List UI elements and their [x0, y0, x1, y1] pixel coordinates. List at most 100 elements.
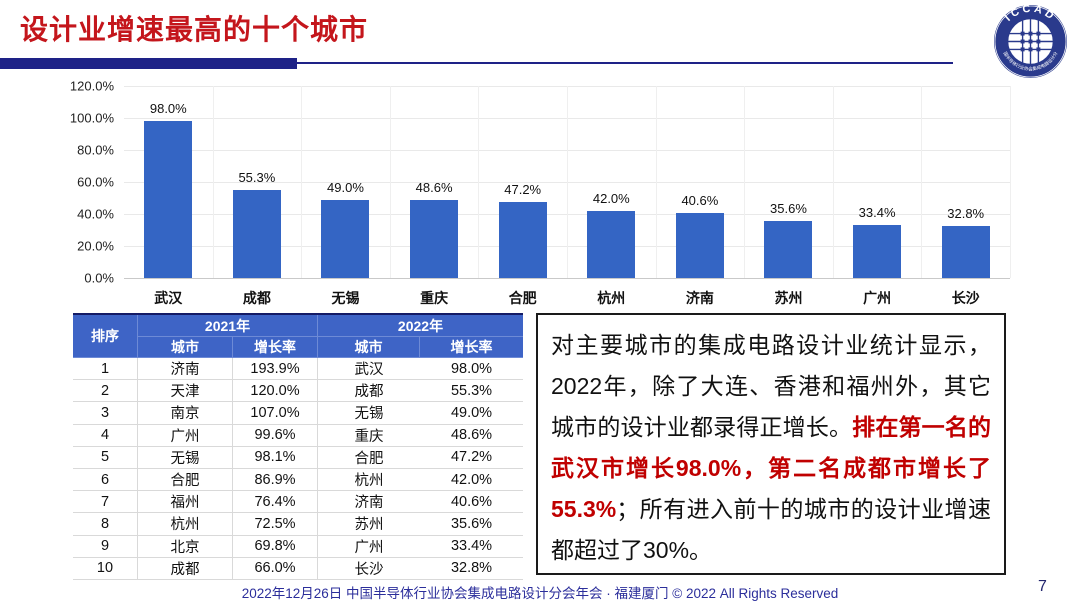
table-cell-growth-2021: 86.9%: [233, 468, 318, 492]
table-cell-growth-2021: 66.0%: [233, 557, 318, 580]
gridline-vertical: [744, 86, 746, 278]
table-cell-rank: 1: [73, 358, 138, 381]
table-header-city-2021: 城市: [138, 337, 233, 358]
iccad-logo-icon: ICCAD 中国半导体行业协会集成电路设计分会: [993, 4, 1068, 79]
table-cell-city-2021: 杭州: [138, 513, 233, 536]
chart-x-axis: 武汉 成都 无锡 重庆 合肥 杭州 济南 苏州 广州 长沙: [124, 288, 1010, 308]
table-cell-city-2021: 济南: [138, 358, 233, 381]
gridline-horizontal: [124, 278, 1010, 279]
bar: [853, 224, 902, 278]
bar: [144, 121, 193, 278]
bar: [232, 189, 281, 278]
table-cell-city-2022: 无锡: [318, 402, 420, 425]
table-cell-growth-2022: 47.2%: [420, 446, 523, 469]
table-header-city-2022: 城市: [318, 337, 420, 358]
table-cell-growth-2022: 32.8%: [420, 557, 523, 580]
table-cell-growth-2021: 120.0%: [233, 380, 318, 403]
x-category-label: 杭州: [597, 290, 626, 306]
page-number: 7: [1038, 578, 1047, 595]
y-tick-label: 0.0%: [84, 270, 114, 286]
table-cell-growth-2022: 55.3%: [420, 380, 523, 403]
gridline-vertical: [1010, 86, 1011, 278]
table-cell-city-2021: 无锡: [138, 446, 233, 469]
gridline-vertical: [389, 86, 391, 278]
gridline-vertical: [832, 86, 834, 278]
x-category-label: 成都: [242, 290, 271, 306]
table-cell-growth-2021: 76.4%: [233, 491, 318, 514]
table-cell-city-2022: 苏州: [318, 513, 420, 536]
table-cell-city-2022: 合肥: [318, 446, 420, 469]
bar-value-label: 98.0%: [149, 101, 187, 117]
commentary-text: ；所有进入前十的城市的设计业增速都超过了30%。: [551, 496, 991, 563]
gridline-vertical: [478, 86, 480, 278]
table-cell-growth-2022: 35.6%: [420, 513, 523, 536]
title-underline-thick: [0, 58, 297, 69]
bar-group-济南: 40.6%: [656, 86, 745, 278]
gridline-vertical: [921, 86, 923, 278]
table-cell-growth-2022: 42.0%: [420, 468, 523, 492]
table-header-2022: 2022年: [318, 315, 523, 337]
growth-bar-chart: 120.0% 100.0% 80.0% 60.0% 40.0% 20.0% 0.0% 98.…: [62, 76, 1011, 308]
table-header-rank: 排序: [73, 315, 138, 358]
table-cell-rank: 8: [73, 513, 138, 536]
title-underline-thin: [297, 62, 953, 64]
bar: [321, 199, 370, 278]
gridline-vertical: [655, 86, 657, 278]
chart-plot-area: 98.0% 55.3% 49.0% 48.6% 47.2% 42.0% 40.6% 35.6%…: [124, 86, 1011, 279]
bar-group-长沙: 32.8%: [921, 86, 1010, 278]
commentary-textbox: 对主要城市的集成电路设计业统计显示，2022年，除了大连、香港和福州外，其它城市…: [536, 313, 1006, 575]
table-cell-city-2021: 广州: [138, 424, 233, 447]
bar-value-label: 42.0%: [592, 190, 630, 206]
table-cell-city-2021: 天津: [138, 380, 233, 403]
bar-value-label: 49.0%: [327, 179, 364, 195]
bar-group-无锡: 49.0%: [301, 86, 390, 278]
table-cell-city-2022: 广州: [318, 535, 420, 558]
table-cell-city-2022: 成都: [318, 380, 420, 403]
table-cell-city-2022: 重庆: [318, 424, 420, 447]
bar-group-杭州: 42.0%: [567, 86, 656, 278]
y-tick-label: 120.0%: [69, 78, 114, 94]
bar: [498, 202, 547, 278]
x-category-label: 重庆: [420, 290, 449, 306]
x-category-label: 济南: [685, 290, 714, 306]
table-cell-city-2022: 长沙: [318, 557, 420, 580]
bar-group-苏州: 35.6%: [744, 86, 833, 278]
table-cell-growth-2021: 107.0%: [233, 402, 318, 425]
bar-group-重庆: 48.6%: [390, 86, 479, 278]
gridline-vertical: [301, 86, 303, 278]
y-tick-label: 20.0%: [77, 238, 114, 254]
table-cell-rank: 5: [73, 446, 138, 469]
commentary-highlight-text: 排在第一名的武汉市增长98.0%，第二名成都市增长了55.3%: [551, 414, 992, 522]
table-cell-city-2022: 杭州: [318, 468, 420, 492]
table-cell-city-2021: 福州: [138, 491, 233, 514]
table-cell-growth-2022: 40.6%: [420, 491, 523, 514]
x-category-label: 合肥: [508, 290, 537, 306]
table-cell-rank: 2: [73, 380, 138, 403]
table-cell-city-2021: 北京: [138, 535, 233, 558]
table-cell-rank: 10: [73, 557, 138, 580]
bar-group-武汉: 98.0%: [124, 86, 213, 278]
x-category-label: 苏州: [774, 290, 803, 306]
y-tick-label: 80.0%: [77, 142, 114, 158]
table-cell-city-2022: 济南: [318, 491, 420, 514]
bar: [587, 210, 636, 278]
gridline-vertical: [567, 86, 568, 278]
bar: [764, 221, 813, 278]
bar-value-label: 55.3%: [238, 169, 276, 185]
bar-group-广州: 33.4%: [833, 86, 922, 278]
table-header-2021: 2021年: [138, 315, 318, 337]
table-cell-rank: 9: [73, 535, 138, 558]
footer-text: 2022年12月26日 中国半导体行业协会集成电路设计分会年会 · 福建厦门 ©…: [241, 586, 839, 601]
table-cell-growth-2021: 193.9%: [233, 358, 318, 381]
y-tick-label: 100.0%: [69, 110, 114, 126]
table-cell-growth-2021: 72.5%: [233, 513, 318, 536]
x-category-label: 长沙: [951, 290, 980, 306]
table-cell-growth-2021: 98.1%: [233, 446, 318, 469]
bar: [410, 200, 459, 278]
x-category-label: 广州: [863, 290, 892, 306]
table-cell-growth-2022: 98.0%: [420, 358, 523, 381]
table-header-growth-2022: 增长率: [420, 337, 523, 358]
table-cell-rank: 6: [73, 468, 138, 492]
bar-group-合肥: 47.2%: [478, 86, 567, 278]
commentary-text: 对主要城市的集成电路设计业统计显示，2022年，除了大连、香港和福州外，其它城市…: [551, 332, 991, 440]
